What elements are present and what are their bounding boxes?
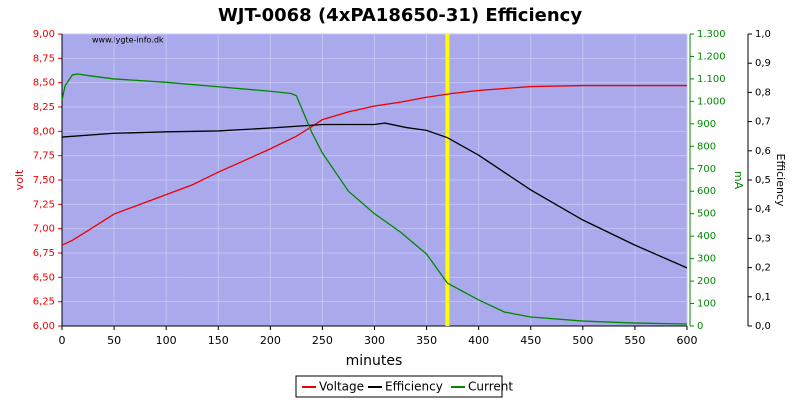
y-tick-label: 8,00 (33, 126, 55, 137)
y3-axis-label: Efficiency (774, 154, 787, 207)
x-tick-label: 200 (260, 334, 281, 347)
series-line (61, 73, 688, 325)
series-line (61, 84, 687, 246)
legend-label: Voltage (319, 380, 364, 394)
y-tick-label: 8,50 (33, 78, 55, 89)
x-tick-label: 350 (416, 334, 437, 347)
y-tick-label: 8,25 (33, 102, 55, 113)
y2-tick-label: 800 (697, 141, 716, 152)
y3-tick-label: 0,3 (755, 233, 771, 244)
y2-tick-label: 1.300 (697, 29, 726, 40)
y-tick-label: 8,75 (33, 53, 55, 64)
x-tick-label: 500 (572, 334, 593, 347)
y2-tick-label: 100 (697, 299, 716, 310)
x-tick-label: 450 (520, 334, 541, 347)
y-tick-label: 9,00 (33, 29, 55, 40)
x-tick-label: 300 (364, 334, 385, 347)
y2-tick-label: 500 (697, 209, 716, 220)
x-tick-label: 0 (59, 334, 66, 347)
y2-tick-label: 1.000 (697, 96, 726, 107)
y3-tick-label: 0,8 (755, 87, 771, 98)
y-axis-label: volt (13, 169, 26, 190)
x-tick-label: 50 (107, 334, 121, 347)
y3-tick-label: 0,1 (755, 292, 771, 303)
x-tick-label: 550 (624, 334, 645, 347)
watermark: www.lygte-info.dk (92, 36, 164, 45)
y-tick-label: 6,00 (33, 321, 55, 332)
y2-tick-label: 600 (697, 186, 716, 197)
y2-tick-label: 0 (697, 321, 703, 332)
y2-axis-label: mA (732, 171, 745, 190)
y3-tick-label: 0,5 (755, 175, 771, 186)
series-line (61, 122, 688, 269)
y2-tick-label: 200 (697, 276, 716, 287)
y3-tick-label: 0,6 (755, 146, 771, 157)
x-tick-label: 100 (156, 334, 177, 347)
y-tick-label: 6,25 (33, 297, 55, 308)
y2-tick-label: 400 (697, 231, 716, 242)
y3-tick-label: 1,0 (755, 29, 771, 40)
y-tick-label: 7,25 (33, 199, 55, 210)
y3-tick-label: 0,2 (755, 263, 771, 274)
legend-box (295, 375, 503, 398)
y3-tick-label: 0,0 (755, 321, 771, 332)
y3-tick-label: 0,7 (755, 117, 771, 128)
y3-tick-label: 0,9 (755, 58, 771, 69)
x-tick-label: 150 (208, 334, 229, 347)
y2-tick-label: 300 (697, 254, 716, 265)
y2-tick-label: 1.100 (697, 74, 726, 85)
y-tick-label: 6,50 (33, 272, 55, 283)
y-tick-label: 6,75 (33, 248, 55, 259)
y-tick-label: 7,00 (33, 224, 55, 235)
x-tick-label: 600 (677, 334, 698, 347)
y-tick-label: 7,50 (33, 175, 55, 186)
y3-tick-label: 0,4 (755, 204, 771, 215)
legend-label: Current (468, 380, 513, 394)
x-tick-label: 250 (312, 334, 333, 347)
y2-tick-label: 700 (697, 164, 716, 175)
y-tick-label: 7,75 (33, 151, 55, 162)
x-tick-label: 400 (468, 334, 489, 347)
y2-tick-label: 1.200 (697, 51, 726, 62)
legend-label: Efficiency (385, 380, 443, 394)
y2-tick-label: 900 (697, 119, 716, 130)
chart-title: WJT-0068 (4xPA18650-31) Efficiency (218, 5, 582, 26)
x-axis-label: minutes (346, 353, 403, 369)
